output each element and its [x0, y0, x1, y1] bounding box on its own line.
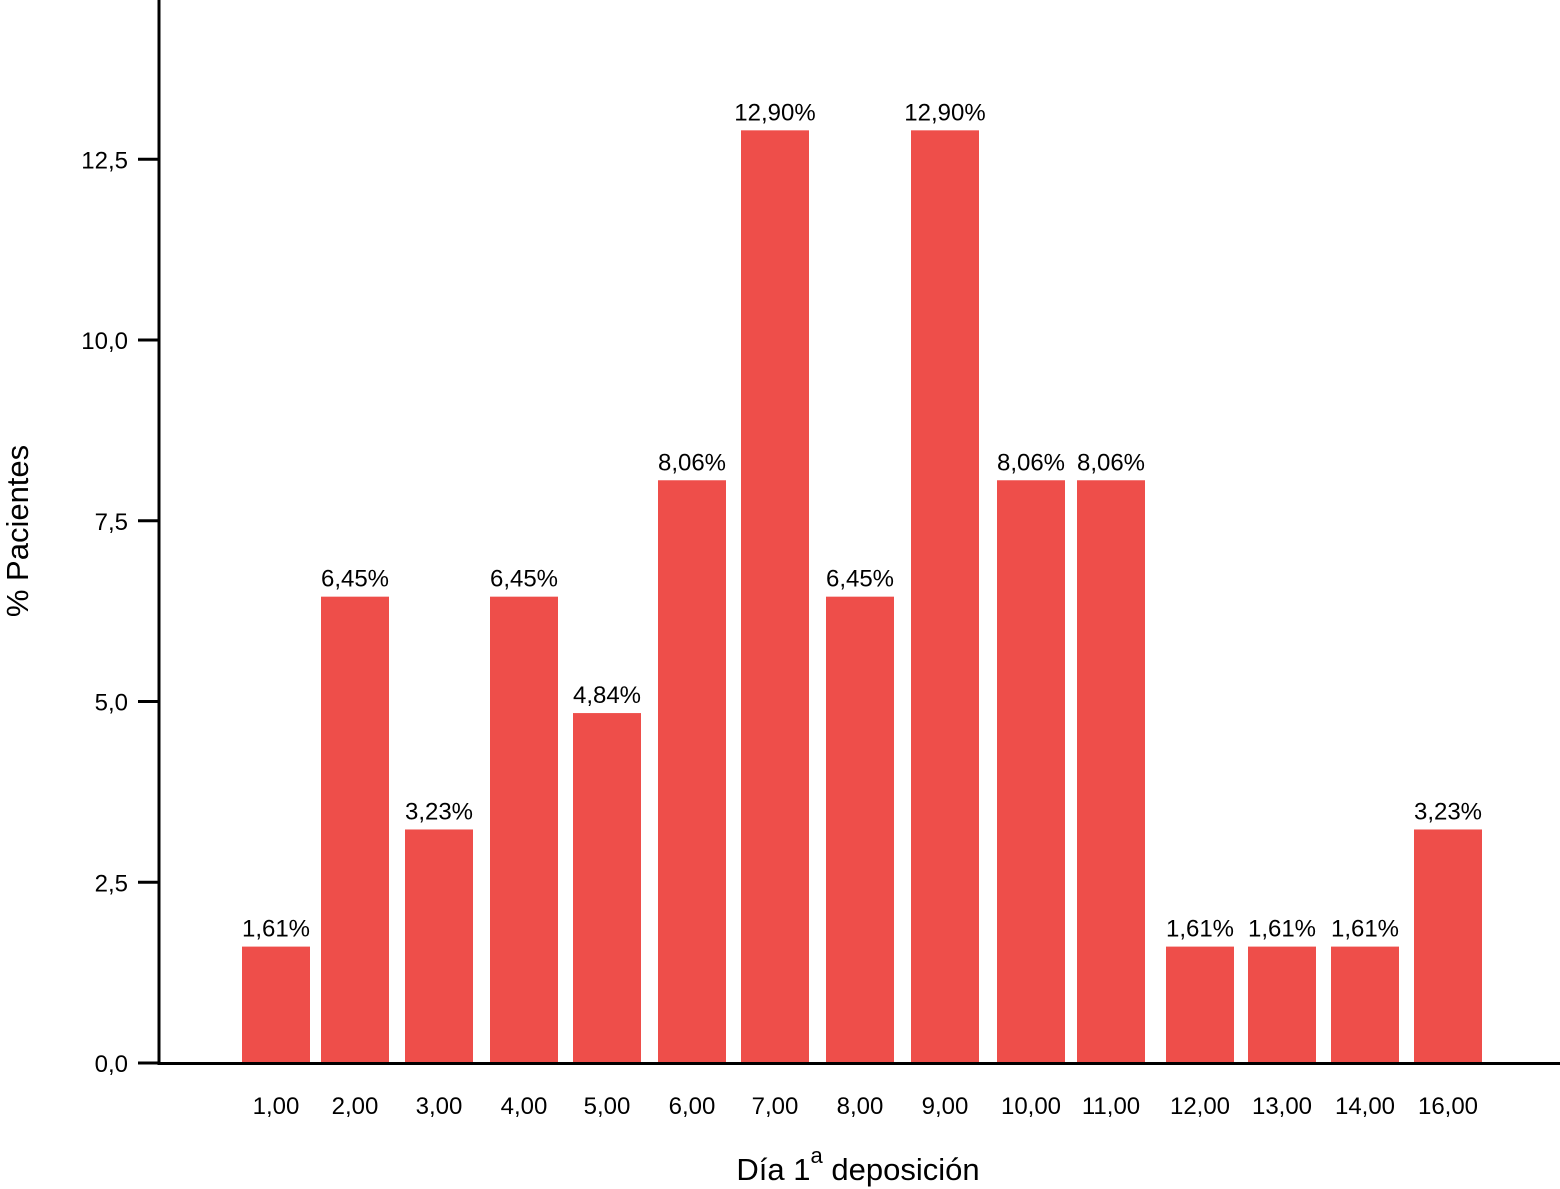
bar: [405, 829, 473, 1063]
x-tick-label: 5,00: [584, 1093, 631, 1120]
x-tick-label: 1,00: [253, 1093, 300, 1120]
y-axis-title: % Pacientes: [0, 445, 35, 617]
x-tick-label: 10,00: [1001, 1093, 1061, 1120]
bar-data-label: 6,45%: [490, 566, 558, 593]
bar: [321, 596, 389, 1063]
x-tick-label: 4,00: [501, 1093, 548, 1120]
y-ticks-group: 0,0 2,5 5,0 7,5 10,0 12,5: [81, 147, 159, 1078]
x-tick-label: 11,00: [1082, 1093, 1140, 1120]
bar-data-label: 6,45%: [826, 566, 894, 593]
data-labels-group: 1,61% 6,45% 3,23% 6,45% 4,84% 8,06% 12,90% 6,45…: [242, 99, 1482, 942]
bar-data-label: 6,45%: [321, 566, 389, 593]
x-tick-label: 14,00: [1335, 1093, 1395, 1120]
y-tick-label: 10,0: [81, 328, 128, 355]
bar: [573, 713, 641, 1063]
bar: [826, 596, 894, 1063]
x-axis-title: Día 1a deposición: [736, 1143, 979, 1187]
x-tick-label: 3,00: [416, 1093, 463, 1120]
y-tick-label: 12,5: [81, 147, 128, 174]
y-tick-label: 0,0: [95, 1051, 128, 1078]
x-ticks-group: 1,00 2,00 3,00 4,00 5,00 6,00 7,00 8,00 9,00 10,0…: [253, 1093, 1478, 1120]
x-axis-title-superscript: a: [811, 1143, 824, 1168]
bar-data-label: 4,84%: [573, 682, 641, 709]
bar: [1414, 829, 1482, 1063]
y-tick-label: 5,0: [95, 690, 128, 717]
x-tick-label: 2,00: [332, 1093, 379, 1120]
bar: [911, 130, 979, 1063]
x-tick-label: 9,00: [922, 1093, 969, 1120]
bar-data-label: 1,61%: [1248, 916, 1316, 943]
bar-data-label: 8,06%: [1077, 449, 1145, 476]
bar-data-label: 1,61%: [242, 916, 310, 943]
bar: [1166, 946, 1234, 1063]
x-axis-title-suffix: deposición: [823, 1152, 980, 1187]
bar-data-label: 1,61%: [1331, 916, 1399, 943]
bar-data-label: 3,23%: [405, 798, 473, 825]
bar-data-label: 3,23%: [1414, 798, 1482, 825]
bar: [242, 946, 310, 1063]
bar: [997, 480, 1065, 1064]
bar-data-label: 1,61%: [1166, 916, 1234, 943]
bar: [490, 596, 558, 1063]
x-axis-title-main: Día 1: [736, 1152, 810, 1187]
bar: [658, 480, 726, 1064]
bar-data-label: 8,06%: [658, 449, 726, 476]
x-tick-label: 8,00: [837, 1093, 884, 1120]
bar-data-label: 12,90%: [734, 99, 815, 126]
y-tick-label: 7,5: [95, 509, 128, 536]
bar-data-label: 8,06%: [997, 449, 1065, 476]
bar: [741, 130, 809, 1063]
bar: [1077, 480, 1145, 1064]
x-tick-label: 12,00: [1170, 1093, 1230, 1120]
y-tick-label: 2,5: [95, 870, 128, 897]
bar: [1331, 946, 1399, 1063]
x-tick-label: 13,00: [1252, 1093, 1312, 1120]
x-tick-label: 16,00: [1418, 1093, 1478, 1120]
x-tick-label: 6,00: [669, 1093, 716, 1120]
bar-data-label: 12,90%: [904, 99, 985, 126]
bars-group: [242, 130, 1482, 1064]
x-tick-label: 7,00: [752, 1093, 799, 1120]
bar: [1248, 946, 1316, 1063]
